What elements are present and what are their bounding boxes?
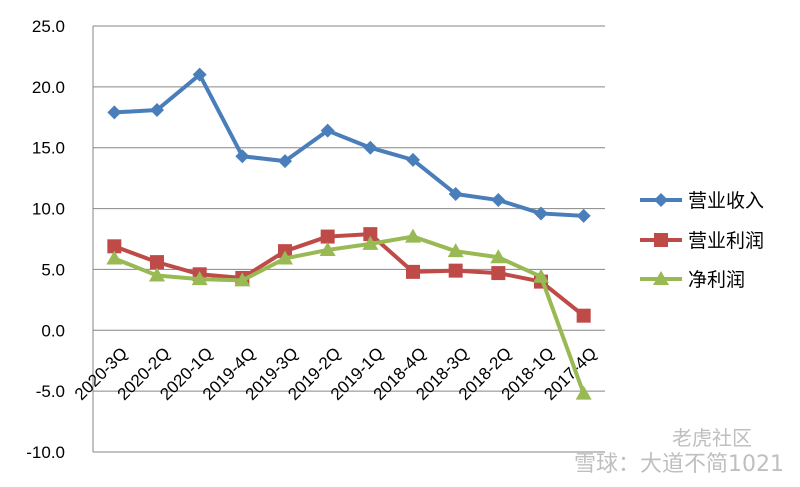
data-point-diamond [363,140,378,155]
x-axis-tick-labels: 2020-3Q2020-2Q2020-1Q2019-4Q2019-3Q2019-… [71,344,601,404]
data-point-triangle [319,241,336,256]
data-point-diamond [406,152,420,167]
y-tick-label: -10.0 [26,443,65,462]
y-tick-label: 25.0 [32,17,65,36]
data-point-square [320,229,335,244]
data-point-triangle [277,250,293,265]
data-point-diamond [235,149,250,164]
y-tick-label: 5.0 [41,260,65,279]
data-point-diamond [320,123,335,138]
y-tick-label: 20.0 [32,78,65,97]
legend-label: 净利润 [688,269,745,291]
data-point-triangle [106,250,123,265]
data-point-diamond [150,102,164,117]
series-2 [107,227,591,323]
y-tick-label: 10.0 [32,200,65,219]
y-axis-tick-labels: 25.0 20.0 15.0 10.0 5.0 0.0 -5.0 -10.0 [26,17,65,462]
watermark-right: 老虎社区 [672,426,752,450]
data-point-diamond [448,186,463,201]
legend-entry: 营业利润 [640,230,764,252]
data-point-square [150,255,164,270]
data-point-square [406,264,420,279]
legend-label: 营业利润 [688,230,764,252]
data-point-square [576,308,591,323]
data-point-triangle [191,271,208,286]
data-point-triangle [575,385,592,400]
y-tick-label: 15.0 [32,139,65,158]
watermark-left: 雪球：大道不简1021 [574,452,784,477]
y-tick-label: -5.0 [36,382,65,401]
data-point-square [363,227,378,242]
data-point-square [107,239,122,254]
series-group [106,67,592,400]
data-point-diamond [192,67,207,82]
series-1 [107,67,591,223]
series-3 [106,228,592,400]
legend-entry: 净利润 [640,269,745,291]
data-point-triangle [362,235,379,250]
data-point-square [448,263,463,278]
data-point-diamond [278,154,292,169]
data-point-triangle [234,272,251,287]
series-line [112,232,586,318]
data-point-triangle [149,267,165,282]
data-point-diamond [107,105,122,120]
data-point-diamond [576,208,591,223]
data-point-triangle [447,243,464,258]
data-point-square [491,266,506,281]
legend-label: 营业收入 [688,190,764,212]
y-tick-label: 0.0 [41,321,65,340]
data-point-square [654,233,668,247]
series-line [112,234,586,396]
series-line [112,72,586,218]
data-point-diamond [654,193,668,207]
data-point-triangle [653,271,669,285]
data-point-triangle [490,249,507,264]
data-point-triangle [533,268,549,283]
data-point-diamond [534,206,548,221]
data-point-triangle [405,228,421,243]
data-point-diamond [491,193,506,208]
legend-entry: 营业收入 [640,190,764,212]
